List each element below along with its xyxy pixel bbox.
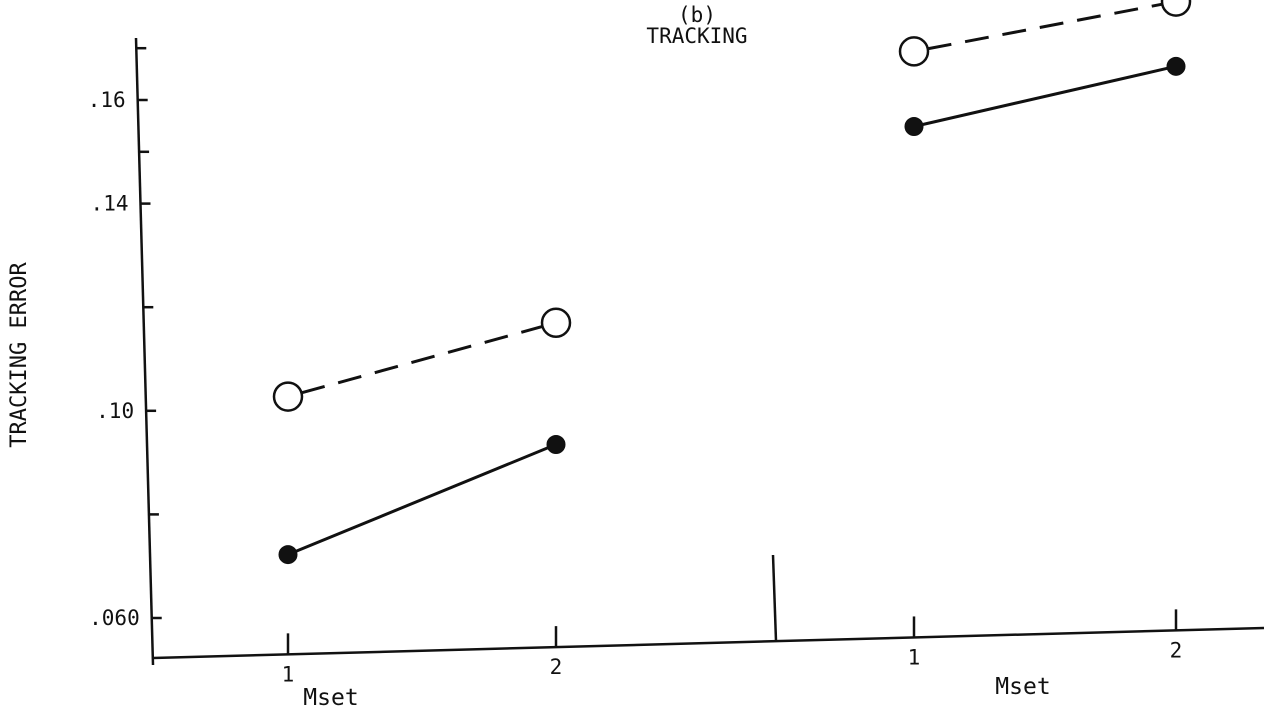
y-tick-label: .10 [96,399,134,423]
data-point-open [540,307,572,338]
panel-label: (b) [678,3,716,27]
series-line-dashed [927,2,1163,51]
x-axis-group: 1 2 1 2 [152,554,1265,686]
data-point-open [272,381,304,412]
y-ticks: .060 .10 .14 .16 [88,46,162,630]
x-axis-title-right: Mset [995,674,1050,700]
series-layer [272,0,1192,565]
data-point-filled [546,434,566,454]
data-point-filled [904,117,924,137]
y-tick-label: .14 [91,192,129,216]
y-axis-group: .060 .10 .14 .16 [88,37,162,666]
x-tick-label: 1 [282,662,295,686]
series-line-solid [922,66,1168,126]
y-axis-title: TRACKING ERROR [7,262,32,448]
series-line-dashed [301,325,543,395]
data-point-filled [1166,56,1186,76]
y-tick-label: .060 [89,606,140,630]
x-axis-line [152,626,1265,660]
x-tick-label: 1 [908,645,921,669]
x-ticks: 1 2 1 2 [282,609,1183,686]
x-axis-title-left: Mset [303,685,358,711]
data-point-open [1160,0,1192,17]
chart-title: TRACKING [646,24,747,48]
data-point-open [898,36,930,67]
group-separator [771,554,778,642]
x-tick-label: 2 [550,655,563,679]
series-line-solid [295,446,549,553]
data-point-filled [278,545,298,565]
y-axis-line [134,37,155,666]
y-tick-label: .16 [88,88,126,112]
x-tick-label: 2 [1170,638,1183,662]
